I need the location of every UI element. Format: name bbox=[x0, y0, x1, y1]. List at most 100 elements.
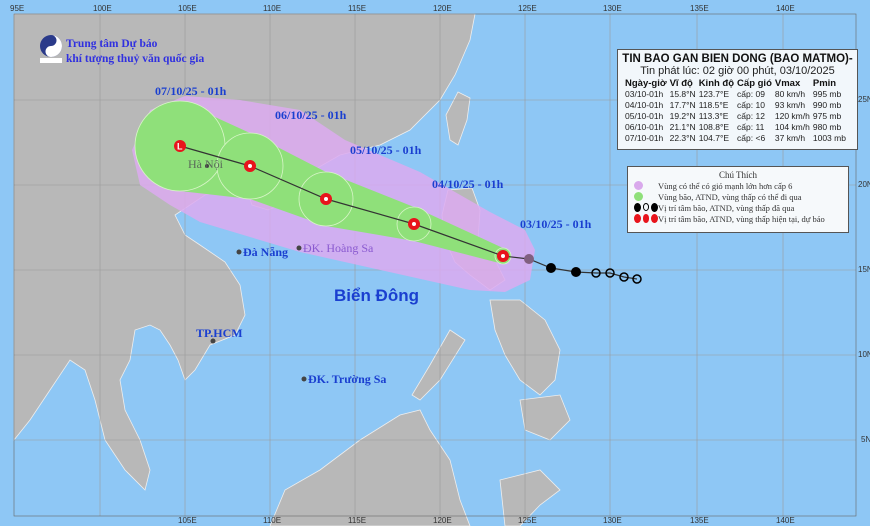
col-header: Cấp gió bbox=[737, 78, 772, 89]
lon-label: 130E bbox=[603, 4, 622, 13]
legend-text: Vùng có thể có gió mạnh lớn hơn cấp 6 bbox=[658, 180, 793, 191]
place-hanoi: Hà Nội bbox=[188, 157, 223, 171]
cell: 04/10-01h bbox=[625, 100, 664, 110]
legend-title: Chú Thích bbox=[718, 170, 758, 180]
past-storm-icon bbox=[571, 267, 581, 277]
nchmf-logo bbox=[38, 34, 64, 64]
lon-label: 135E bbox=[690, 4, 709, 13]
storm-icon bbox=[634, 214, 641, 223]
legend-item: Vị trí tâm bão, ATND, vùng thấp đã qua bbox=[628, 202, 848, 213]
storm-icon bbox=[320, 193, 332, 205]
cell: 990 mb bbox=[812, 100, 842, 110]
forecast-table: Ngày-giờ Vĩ độ Kinh độ Cấp gió Vmax Pmin… bbox=[625, 78, 849, 144]
storm-icon bbox=[244, 160, 256, 172]
past-storm-icon bbox=[546, 263, 556, 273]
lon-label: 115E bbox=[348, 516, 367, 525]
lon-label: 100E bbox=[93, 4, 112, 13]
cell: 980 mb bbox=[812, 122, 842, 132]
place-hcm: TP.HCM bbox=[196, 326, 243, 340]
lat-label: 5N bbox=[861, 435, 870, 444]
purple-zone-icon bbox=[634, 181, 643, 190]
col-header: Vĩ độ bbox=[669, 78, 693, 89]
place-hoangsa: ĐK. Hoàng Sa bbox=[303, 241, 374, 255]
past-depression-icon bbox=[605, 268, 615, 278]
org-line2: khí tượng thuỷ văn quốc gia bbox=[66, 53, 205, 65]
lon-label: 140E bbox=[776, 516, 795, 525]
cell: cấp: 12 bbox=[737, 111, 765, 121]
past-depression-icon bbox=[619, 272, 629, 282]
table-row: 06/10-01h 21.1°N 108.8°E cấp: 11 104 km/h 980… bbox=[625, 122, 849, 133]
legend: Chú Thích Vùng có thể có gió mạnh lớn hơ… bbox=[627, 166, 849, 233]
cell: 07/10-01h bbox=[625, 133, 664, 143]
lon-label: 95E bbox=[10, 4, 25, 13]
legend-item: Vị trí tâm bão, ATND, vùng thấp hiện tại… bbox=[628, 213, 848, 224]
cell: 05/10-01h bbox=[625, 111, 664, 121]
cell: 113.3°E bbox=[698, 111, 729, 121]
cell: 1003 mb bbox=[812, 133, 846, 143]
cell: cấp: <6 bbox=[737, 133, 766, 143]
col-header: Vmax bbox=[774, 78, 801, 89]
table-row: 03/10-01h 15.8°N 123.7°E cấp: 09 80 km/h 995 … bbox=[625, 89, 849, 100]
place-danang: Đà Nẵng bbox=[243, 245, 289, 259]
cell: 19.2°N bbox=[669, 111, 696, 121]
label-04-10: 04/10/25 - 01h bbox=[432, 177, 504, 191]
organization-name: Trung tâm Dự báo khí tượng thuỷ văn quốc… bbox=[66, 37, 204, 67]
lon-label: 105E bbox=[178, 4, 197, 13]
lon-label: 130E bbox=[603, 516, 622, 525]
past-low-icon bbox=[651, 203, 658, 212]
cell: 104 km/h bbox=[774, 122, 810, 132]
issued-time: Tin phát lúc: 02 giờ 00 phút, 03/10/2025 bbox=[640, 65, 835, 77]
lat-label: 20N bbox=[858, 180, 870, 189]
lon-label: 135E bbox=[690, 516, 709, 525]
cell: cấp: 11 bbox=[737, 122, 765, 132]
lon-label: 105E bbox=[178, 516, 197, 525]
org-line1: Trung tâm Dự báo bbox=[66, 38, 158, 50]
table-row: 07/10-01h 22.3°N 104.7°E cấp: <6 37 km/h 1003… bbox=[625, 133, 849, 144]
lat-label: 10N bbox=[858, 350, 870, 359]
mindanao bbox=[519, 394, 571, 441]
legend-item: Vùng có thể có gió mạnh lớn hơn cấp 6 bbox=[628, 180, 848, 191]
sea-name: Biển Đông bbox=[334, 286, 419, 305]
lon-label: 115E bbox=[348, 4, 367, 13]
cell: cấp: 09 bbox=[737, 89, 765, 99]
storm-info-box: TIN BAO GAN BIEN DONG (BAO MATMO)- Tin p… bbox=[617, 49, 858, 150]
cell: 995 mb bbox=[812, 89, 842, 99]
cell: 03/10-01h bbox=[625, 89, 664, 99]
lon-label: 110E bbox=[263, 4, 282, 13]
legend-item: Vùng bão, ATND, vùng thấp có thể đi qua bbox=[628, 191, 848, 202]
legend-text: Vùng bão, ATND, vùng thấp có thể đi qua bbox=[658, 191, 802, 202]
taiwan bbox=[445, 91, 471, 146]
col-header: Pmin bbox=[812, 78, 837, 89]
past-depression-icon bbox=[642, 203, 650, 211]
cell: 93 km/h bbox=[774, 100, 806, 110]
past-positions bbox=[524, 254, 642, 284]
cell: 123.7°E bbox=[698, 89, 730, 99]
label-05-10: 05/10/25 - 01h bbox=[350, 143, 422, 157]
depression-icon bbox=[642, 214, 650, 223]
legend-text: Vị trí tâm bão, ATND, vùng thấp đã qua bbox=[658, 202, 795, 213]
past-depression-icon bbox=[632, 274, 642, 284]
lat-label: 15N bbox=[858, 265, 870, 274]
label-03-10: 03/10/25 - 01h bbox=[520, 217, 592, 231]
table-row: 05/10-01h 19.2°N 113.3°E cấp: 12 120 km/h 975… bbox=[625, 111, 849, 122]
storm-icon bbox=[408, 218, 420, 230]
lon-label: 125E bbox=[518, 4, 537, 13]
cell: 17.7°N bbox=[669, 100, 696, 110]
lon-label: 120E bbox=[433, 4, 452, 13]
lon-label: 125E bbox=[518, 516, 537, 525]
sulawesi bbox=[499, 469, 561, 526]
cell: 15.8°N bbox=[669, 89, 696, 99]
past-depression-icon bbox=[591, 268, 601, 278]
table-row: 04/10-01h 17.7°N 118.5°E cấp: 10 93 km/h 990 … bbox=[625, 100, 849, 111]
cell: 22.3°N bbox=[669, 133, 696, 143]
place-truongsa: ĐK. Trường Sa bbox=[308, 372, 387, 386]
lon-label: 110E bbox=[263, 516, 282, 525]
lon-label: 140E bbox=[776, 4, 795, 13]
col-header: Ngày-giờ bbox=[625, 78, 667, 89]
low-icon bbox=[651, 214, 659, 223]
palawan bbox=[411, 329, 466, 401]
borneo bbox=[269, 409, 471, 526]
cell: cấp: 10 bbox=[737, 100, 765, 110]
bulletin-title: TIN BAO GAN BIEN DONG (BAO MATMO)- bbox=[622, 53, 853, 65]
track-line bbox=[179, 145, 638, 280]
